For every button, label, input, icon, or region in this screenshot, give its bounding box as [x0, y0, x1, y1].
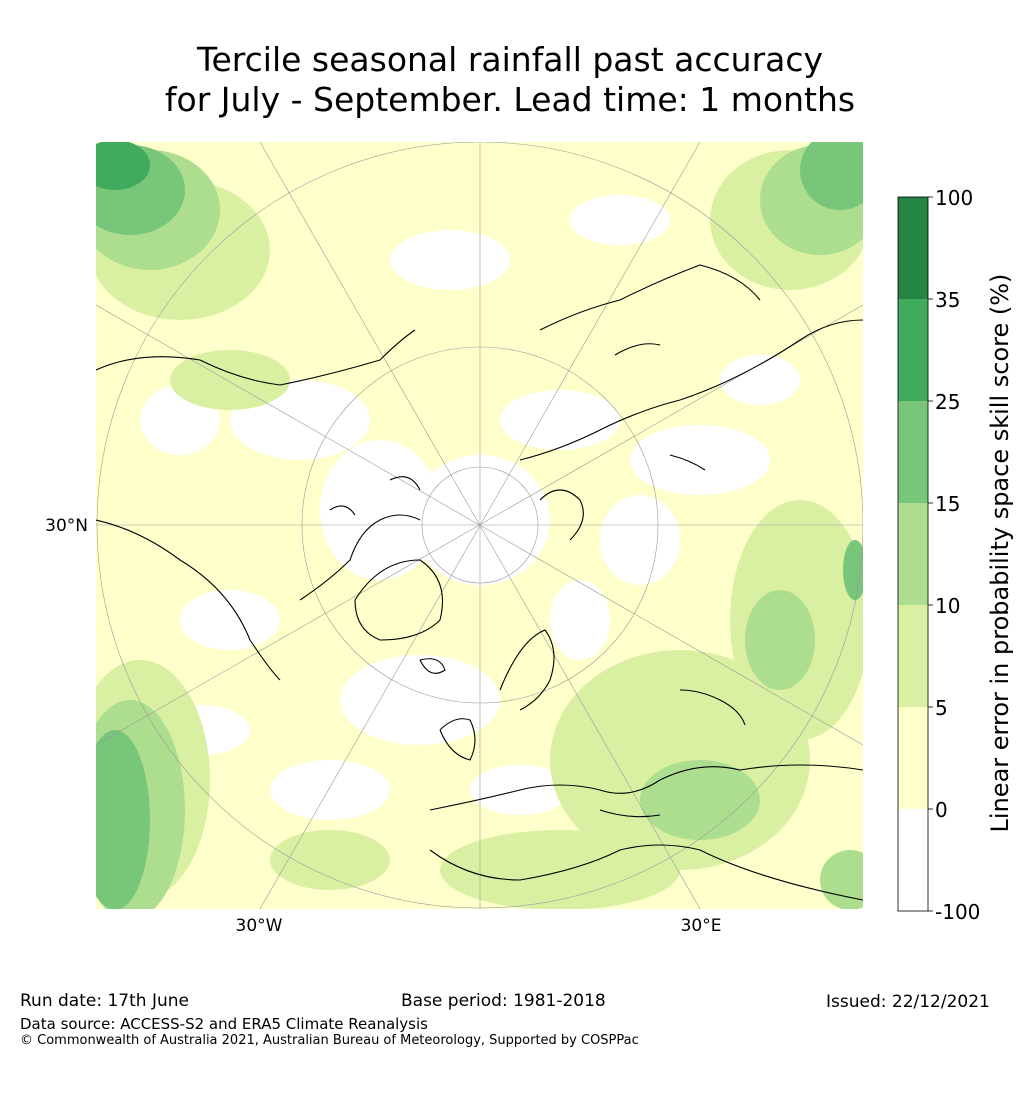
- data-source: Data source: ACCESS-S2 and ERA5 Climate …: [20, 1015, 428, 1033]
- colorbar-segment: [898, 299, 928, 401]
- coastlines: [96, 264, 863, 901]
- issued-date: Issued: 22/12/2021: [826, 992, 990, 1012]
- colorbar-tick-label: -100: [935, 900, 980, 924]
- colorbar-tick-label: 10: [935, 594, 960, 618]
- colorbar-tick-label: 25: [935, 390, 960, 414]
- copyright: © Commonwealth of Australia 2021, Austra…: [20, 1033, 639, 1048]
- title-line-2: for July - September. Lead time: 1 month…: [164, 80, 856, 119]
- lat-label-30n: 30°N: [45, 516, 88, 536]
- white-patches: [140, 195, 800, 820]
- colorbar-label: Linear error in probability space skill …: [986, 274, 1014, 833]
- colorbar-tick-label: 35: [935, 288, 960, 312]
- colorbar-tick-label: 15: [935, 492, 960, 516]
- colorbar-tick-label: 5: [935, 696, 948, 720]
- colorbar-segment: [898, 503, 928, 605]
- skill-map: [96, 142, 863, 909]
- colorbar-segment: [898, 809, 928, 911]
- graticule: [96, 142, 863, 909]
- colorbar: 100 35 25 15 10 5 0 -100: [897, 186, 980, 924]
- run-date: Run date: 17th June: [20, 991, 189, 1011]
- colorbar-segment: [898, 605, 928, 707]
- lon-label-30w: 30°W: [236, 916, 283, 936]
- colorbar-tick-label: 0: [935, 798, 948, 822]
- colorbar-segment: [898, 401, 928, 503]
- colorbar-segment: [898, 197, 928, 299]
- dark-green-patches: [96, 142, 150, 190]
- colorbar-tick-label: 100: [935, 186, 973, 210]
- chart-title: Tercile seasonal rainfall past accuracy …: [0, 40, 1020, 120]
- colorbar-segment: [898, 707, 928, 809]
- base-period: Base period: 1981-2018: [401, 991, 606, 1011]
- colorbar-frame: [897, 196, 929, 912]
- title-line-1: Tercile seasonal rainfall past accuracy: [196, 40, 824, 79]
- lon-label-30e: 30°E: [681, 916, 722, 936]
